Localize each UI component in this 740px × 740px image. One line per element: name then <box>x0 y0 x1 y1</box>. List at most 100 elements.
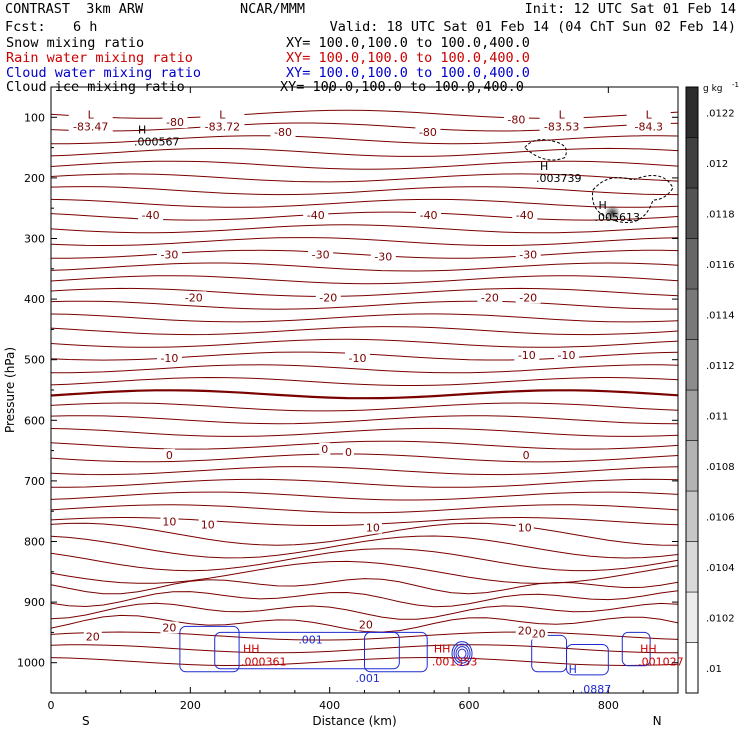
isotherm-line <box>51 590 678 608</box>
forecast-label: Fcst: <box>5 19 46 35</box>
low-marker: L <box>559 108 566 121</box>
isotherm-line <box>51 535 678 559</box>
contour-label: 0 <box>166 449 173 462</box>
contour-label-bg <box>529 627 548 640</box>
colorbar-tick-label: .0118 <box>706 209 735 220</box>
contour-label: -10 <box>558 349 576 362</box>
isotherm-line <box>51 415 678 425</box>
cloud-water-label: .001 <box>355 672 380 685</box>
field-name-rain: Rain water mixing ratio <box>6 50 193 66</box>
cloud-water-contour <box>621 631 651 667</box>
forecast-value: 6 h <box>73 19 98 35</box>
isotherm-line <box>51 427 678 437</box>
isotherm-line <box>51 560 678 584</box>
low-marker: L <box>219 108 226 121</box>
colorbar-tick-label: .0102 <box>706 613 735 624</box>
contour-label: -30 <box>374 251 392 264</box>
isotherm-line <box>51 522 678 546</box>
low-value: -84.3 <box>635 120 663 133</box>
center-title: NCAR/MMM <box>240 1 306 17</box>
y-axis-label: Pressure (hPa) <box>3 347 17 433</box>
cloud-ice-contour <box>591 175 674 224</box>
cloud-water-label: H <box>569 663 577 676</box>
contour-label-bg <box>315 291 341 304</box>
isotherm-line <box>51 287 678 297</box>
isotherm-line <box>51 338 678 348</box>
contour-label: -30 <box>519 248 537 261</box>
cloud-water-label: .0887 <box>580 683 612 696</box>
cloud-water-contour <box>566 644 609 676</box>
contour-label-bg <box>308 248 334 261</box>
contour-label: -80 <box>274 126 292 139</box>
cloud-ice-contour <box>524 139 567 161</box>
isotherm-line <box>51 614 678 633</box>
valid-time: Valid: 18 UTC Sat 01 Feb 14 (04 ChT Sun … <box>329 19 736 35</box>
isotherm-line <box>51 578 678 595</box>
colorbar-unit-exponent: -1 <box>732 81 739 89</box>
rain-high-marker: HH <box>243 643 260 656</box>
isotherm-line <box>51 313 678 323</box>
colorbar: .01 .0102 .0104 .0106 .0108 .011 .0112 .0114 .01… <box>685 81 739 694</box>
contour-label: -40 <box>420 209 438 222</box>
isotherm-line <box>51 504 678 514</box>
contour-label-bg <box>370 250 396 263</box>
low-value: -83.53 <box>544 120 579 133</box>
contour-label-bg <box>156 351 182 364</box>
y-tick-label: 700 <box>24 475 45 488</box>
contour-label: -20 <box>519 291 537 304</box>
cloud-water-label: .001 <box>298 634 323 647</box>
isotherm-line <box>51 602 678 620</box>
cloud-water-contour <box>455 646 469 662</box>
colorbar-swatch <box>685 591 699 643</box>
isotherm-line <box>51 548 678 572</box>
contour-label-bg <box>515 521 534 534</box>
cloud-water-contour <box>364 631 428 673</box>
colorbar-tick-label: .0116 <box>706 260 735 271</box>
contour-label-bg <box>514 348 540 361</box>
colorbar-swatch <box>685 339 699 391</box>
low-marker: L <box>88 108 95 121</box>
extremum-bg <box>200 106 245 135</box>
colorbar-tick-label: .0112 <box>706 361 735 372</box>
field-name-snow: Snow mixing ratio <box>6 35 145 51</box>
contour-label: 10 <box>366 522 380 535</box>
contour-label: -10 <box>160 352 178 365</box>
y-tick-label: 400 <box>24 293 45 306</box>
contour-label-bg <box>160 621 179 634</box>
moisture-contours <box>179 139 674 676</box>
colorbar-tick-label: .0114 <box>706 310 735 321</box>
ice-high-value: .005613 <box>595 211 641 224</box>
colorbar-frame <box>685 86 699 694</box>
contour-label-bg <box>503 113 529 126</box>
extremum-bg <box>626 106 671 135</box>
ice-high-marker: H <box>540 160 548 173</box>
contour-label-bg <box>83 630 102 643</box>
contour-label: -80 <box>166 116 184 129</box>
isotherm-line <box>51 160 678 170</box>
contour-label-bg <box>356 618 375 631</box>
y-tick-label: 100 <box>24 111 45 124</box>
isotherm-line <box>51 109 678 119</box>
contour-label-bg <box>515 291 541 304</box>
colorbar-swatch <box>685 440 699 492</box>
colorbar-tick-label: .0108 <box>706 462 735 473</box>
contour-label-bg <box>477 291 503 304</box>
field-name-cloud-water: Cloud water mixing ratio <box>6 65 202 81</box>
rain-high-marker: HH <box>640 643 657 656</box>
ice-high-value: .003739 <box>536 172 582 185</box>
colorbar-swatch <box>685 238 699 290</box>
contour-label: -10 <box>349 352 367 365</box>
isotherm-line <box>51 198 678 208</box>
contour-label-bg <box>163 448 175 461</box>
contour-label: 10 <box>201 519 215 532</box>
ice-high-value: .000567 <box>134 135 180 148</box>
y-tick-label: 200 <box>24 172 45 185</box>
isotherm-line <box>51 147 678 157</box>
contour-label-bg <box>319 442 331 455</box>
contour-label: -30 <box>312 248 330 261</box>
rain-high-marker: HH <box>434 643 451 656</box>
contour-label: 0 <box>523 449 530 462</box>
cloud-water-contour <box>531 634 568 673</box>
low-value: -83.72 <box>205 120 240 133</box>
